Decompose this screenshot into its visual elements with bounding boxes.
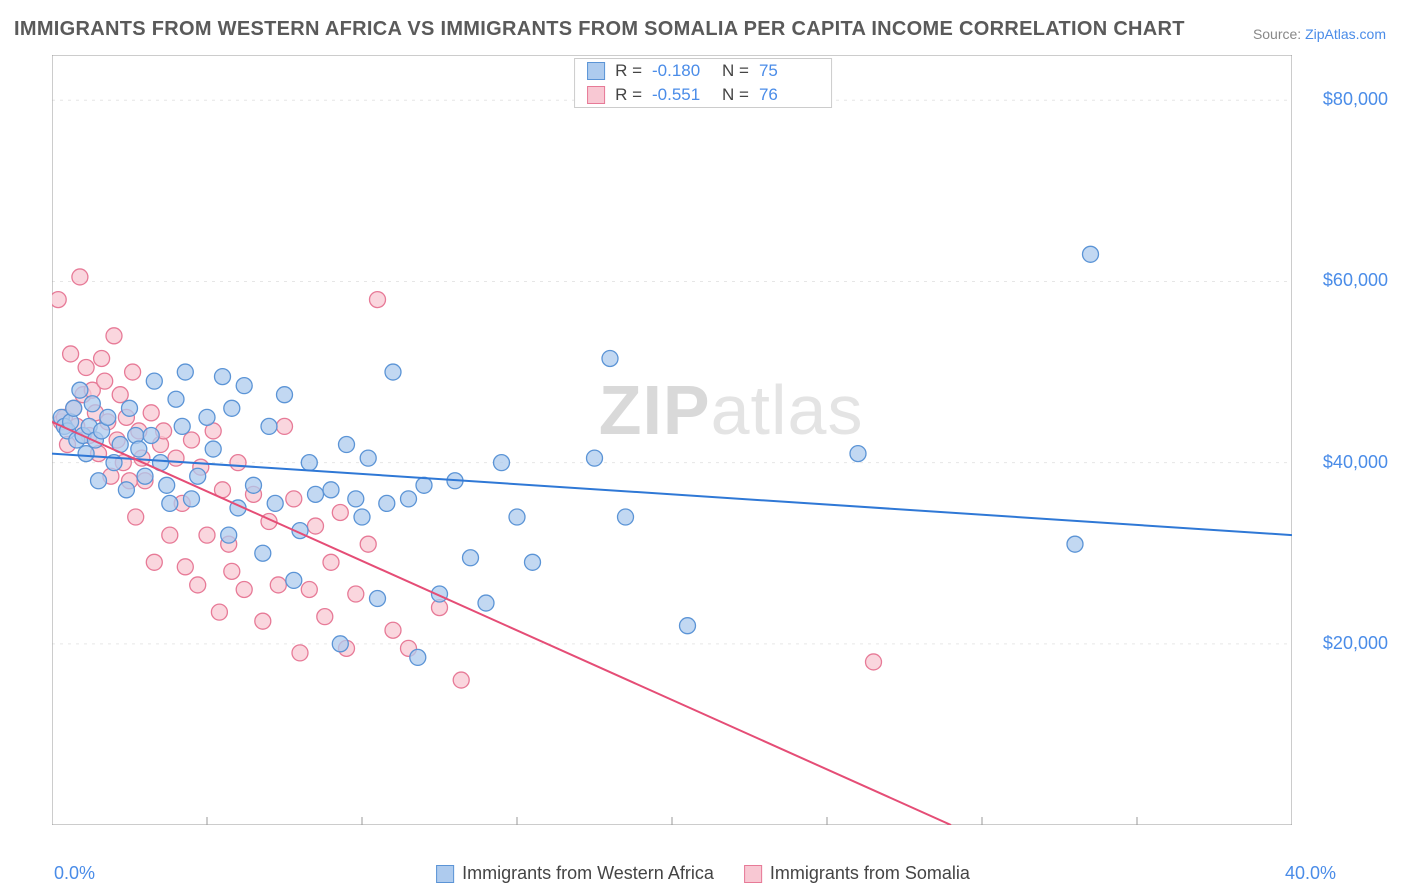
y-tick-label: $80,000 <box>1323 89 1388 110</box>
legend-label-somalia: Immigrants from Somalia <box>770 863 970 884</box>
correlation-stats-legend: R = -0.180 N = 75 R = -0.551 N = 76 <box>574 58 832 108</box>
source-value: ZipAtlas.com <box>1305 26 1386 42</box>
swatch-series-2 <box>587 86 605 104</box>
n-value: 76 <box>759 85 819 105</box>
legend-item-somalia: Immigrants from Somalia <box>744 863 970 884</box>
stat-row-series-1: R = -0.180 N = 75 <box>575 59 831 83</box>
r-value: -0.180 <box>652 61 712 81</box>
y-tick-label: $40,000 <box>1323 452 1388 473</box>
n-value: 75 <box>759 61 819 81</box>
y-tick-label: $60,000 <box>1323 270 1388 291</box>
stat-row-series-2: R = -0.551 N = 76 <box>575 83 831 107</box>
swatch-series-1 <box>587 62 605 80</box>
scatter-chart-svg <box>52 55 1292 825</box>
series-legend: Immigrants from Western Africa Immigrant… <box>436 863 970 884</box>
r-value: -0.551 <box>652 85 712 105</box>
n-label: N = <box>722 85 749 105</box>
x-axis-min-label: 0.0% <box>54 863 95 884</box>
r-label: R = <box>615 85 642 105</box>
legend-label-western-africa: Immigrants from Western Africa <box>462 863 714 884</box>
legend-swatch-somalia <box>744 865 762 883</box>
r-label: R = <box>615 61 642 81</box>
source-attribution: Source: ZipAtlas.com <box>1253 26 1386 42</box>
source-label: Source: <box>1253 26 1301 42</box>
y-tick-label: $20,000 <box>1323 633 1388 654</box>
legend-swatch-western-africa <box>436 865 454 883</box>
x-axis-max-label: 40.0% <box>1285 863 1336 884</box>
chart-plot-area <box>52 55 1292 825</box>
legend-item-western-africa: Immigrants from Western Africa <box>436 863 714 884</box>
chart-title: IMMIGRANTS FROM WESTERN AFRICA VS IMMIGR… <box>14 18 1185 41</box>
n-label: N = <box>722 61 749 81</box>
